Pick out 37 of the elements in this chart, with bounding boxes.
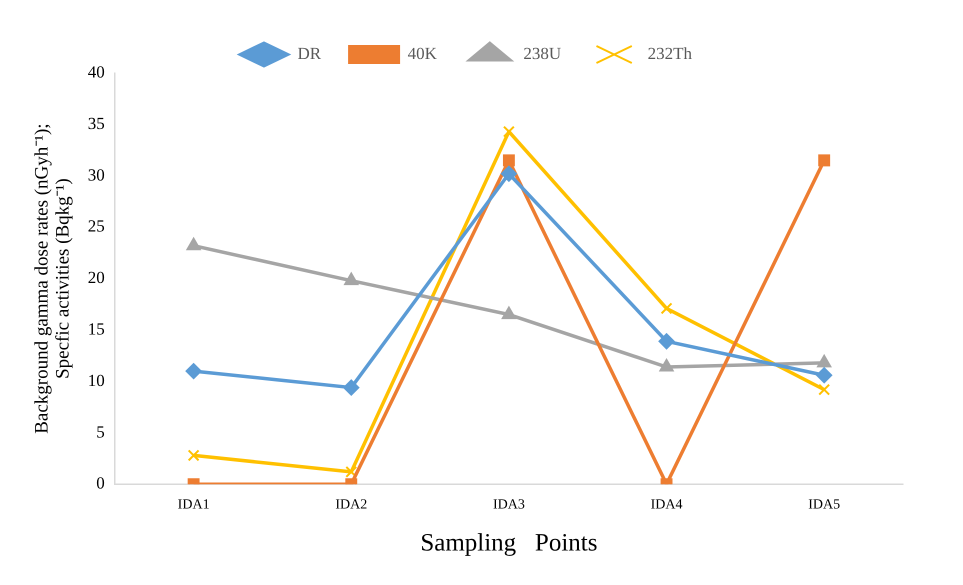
point <box>186 363 202 380</box>
legend-label: 238U <box>523 44 562 63</box>
point <box>660 302 672 314</box>
y-tick-label: 20 <box>88 268 105 288</box>
point <box>345 466 358 478</box>
point <box>659 359 674 372</box>
point <box>188 449 200 462</box>
legend-label: 40K <box>408 44 438 63</box>
point <box>502 126 515 138</box>
point <box>817 354 832 368</box>
y-tick-label: 35 <box>88 114 105 133</box>
legend-label: DR <box>297 44 322 63</box>
point <box>658 333 675 350</box>
x-tick-label: IDA1 <box>178 497 210 512</box>
x-tick-label: IDA4 <box>650 497 682 512</box>
y-tick-label: 25 <box>88 216 105 236</box>
y-tick-label: 5 <box>96 422 105 442</box>
point <box>816 367 832 384</box>
point <box>344 272 358 286</box>
point <box>343 380 360 396</box>
point <box>818 384 830 396</box>
y-tick-label: 15 <box>88 319 105 338</box>
x-tick-label: IDA5 <box>808 497 840 512</box>
legend-label: 232Th <box>648 44 693 63</box>
x-tick-label: IDA2 <box>335 497 368 512</box>
y-tick-label: 10 <box>88 370 105 390</box>
y-tick-label: 30 <box>88 165 105 184</box>
y-tick-label: 0 <box>96 474 105 493</box>
point <box>502 306 516 320</box>
point <box>502 154 515 166</box>
x-axis-title: Sampling Points <box>420 530 598 557</box>
y-axis-title: Background gamma dose rates (nGyh⁻¹); Specfic activities (Bqkg⁻¹) <box>31 123 74 434</box>
point <box>186 238 201 250</box>
y-tick-label: 40 <box>88 62 105 82</box>
point <box>818 154 830 166</box>
x-tick-label: IDA3 <box>492 497 525 512</box>
point <box>500 166 517 182</box>
